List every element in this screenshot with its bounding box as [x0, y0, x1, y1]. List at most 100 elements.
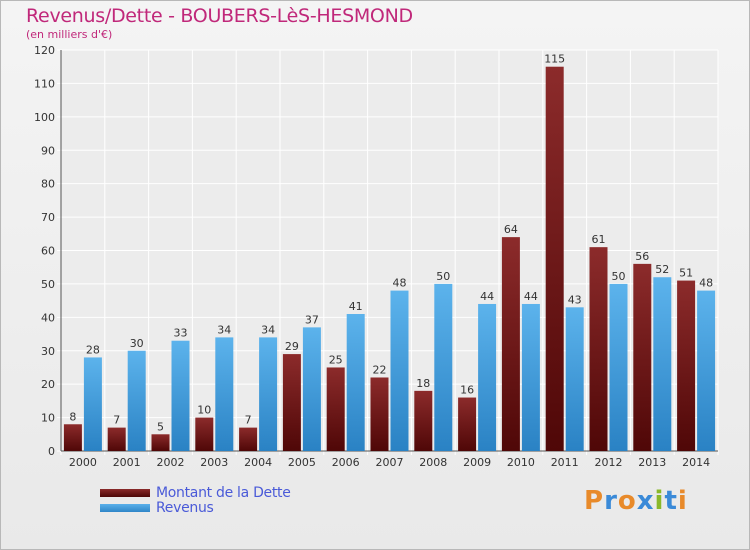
logo-letter: t: [664, 486, 678, 516]
data-label-revenue: 44: [480, 290, 494, 303]
data-label-revenue: 28: [86, 343, 100, 356]
data-label-debt: 18: [416, 377, 430, 390]
bar-debt: [151, 434, 170, 451]
data-label-debt: 16: [460, 384, 474, 397]
x-tick-label: 2012: [595, 456, 623, 469]
x-tick-label: 2002: [157, 456, 185, 469]
bar-debt: [326, 367, 345, 451]
data-label-debt: 29: [285, 340, 299, 353]
bar-debt: [501, 237, 520, 451]
data-label-debt: 5: [157, 420, 164, 433]
x-tick-label: 2003: [200, 456, 228, 469]
x-tick-label: 2000: [69, 456, 97, 469]
bar-debt: [107, 427, 126, 451]
y-tick-label: 50: [41, 278, 55, 291]
data-label-debt: 7: [245, 414, 252, 427]
y-tick-label: 90: [41, 144, 55, 157]
bar-revenue: [565, 307, 584, 451]
data-label-revenue: 48: [699, 277, 713, 290]
bar-revenue: [171, 340, 190, 451]
bar-revenue: [302, 327, 321, 451]
bar-debt: [589, 247, 608, 451]
data-label-revenue: 50: [612, 270, 626, 283]
bar-debt: [195, 417, 214, 451]
data-label-debt: 56: [635, 250, 649, 263]
legend-label-debt: Montant de la Dette: [156, 485, 291, 501]
y-tick-label: 30: [41, 345, 55, 358]
data-label-debt: 115: [544, 53, 565, 66]
bar-revenue: [390, 290, 409, 451]
y-tick-label: 10: [41, 412, 55, 425]
logo-letter: P: [584, 486, 605, 516]
x-tick-label: 2004: [244, 456, 272, 469]
data-label-debt: 61: [592, 233, 606, 246]
data-label-debt: 8: [69, 410, 76, 423]
y-tick-label: 120: [34, 44, 55, 57]
x-tick-label: 2008: [419, 456, 447, 469]
bar-revenue: [127, 350, 146, 451]
y-tick-label: 40: [41, 311, 55, 324]
bar-debt: [677, 280, 696, 451]
bar-debt: [414, 390, 433, 451]
x-tick-label: 2006: [332, 456, 360, 469]
chart-title: Revenus/Dette - BOUBERS-LèS-HESMOND: [26, 5, 413, 27]
bar-debt: [458, 397, 477, 451]
bar-revenue: [215, 337, 234, 451]
logo-letter: r: [604, 486, 618, 516]
data-label-debt: 10: [197, 404, 211, 417]
data-label-revenue: 41: [349, 300, 363, 313]
data-label-revenue: 50: [436, 270, 450, 283]
y-tick-label: 110: [34, 77, 55, 90]
x-tick-label: 2009: [463, 456, 491, 469]
bar-revenue: [697, 290, 716, 451]
x-tick-label: 2014: [682, 456, 710, 469]
x-tick-label: 2010: [507, 456, 535, 469]
y-tick-label: 80: [41, 178, 55, 191]
bar-revenue: [346, 313, 365, 451]
legend-label-revenue: Revenus: [156, 500, 214, 516]
bar-revenue: [478, 303, 497, 451]
logo-letter: i: [654, 486, 665, 516]
data-label-revenue: 30: [130, 337, 144, 350]
y-tick-label: 0: [48, 445, 55, 458]
bar-revenue: [609, 283, 628, 451]
y-tick-label: 60: [41, 245, 55, 258]
x-tick-label: 2005: [288, 456, 316, 469]
bar-debt: [239, 427, 258, 451]
data-label-debt: 64: [504, 223, 518, 236]
chart-subtitle: (en milliers d'€): [26, 28, 113, 41]
x-tick-label: 2011: [551, 456, 579, 469]
bar-debt: [282, 354, 301, 451]
data-label-revenue: 34: [261, 323, 275, 336]
bar-revenue: [521, 303, 540, 451]
data-label-revenue: 44: [524, 290, 538, 303]
bar-debt: [370, 377, 389, 451]
bar-debt: [63, 424, 82, 451]
data-label-revenue: 34: [217, 323, 231, 336]
proxiti-logo: Proxiti: [584, 486, 688, 516]
logo-letter: o: [617, 486, 637, 516]
y-tick-label: 100: [34, 111, 55, 124]
bar-debt: [633, 263, 652, 451]
data-label-revenue: 48: [393, 277, 407, 290]
x-tick-label: 2001: [113, 456, 141, 469]
legend-swatch-revenue: [100, 504, 150, 512]
x-tick-label: 2007: [376, 456, 404, 469]
data-label-debt: 7: [113, 414, 120, 427]
data-label-debt: 51: [679, 267, 693, 280]
data-label-debt: 22: [373, 363, 387, 376]
bar-revenue: [83, 357, 102, 451]
x-tick-label: 2013: [638, 456, 666, 469]
y-tick-label: 20: [41, 378, 55, 391]
y-tick-label: 70: [41, 211, 55, 224]
data-label-revenue: 43: [568, 293, 582, 306]
legend-swatch-debt: [100, 489, 150, 497]
data-label-revenue: 52: [655, 263, 669, 276]
data-label-debt: 25: [329, 353, 343, 366]
bar-revenue: [653, 277, 672, 451]
logo-letter: i: [677, 486, 688, 516]
data-label-revenue: 37: [305, 313, 319, 326]
logo-letter: x: [636, 486, 655, 516]
bar-debt: [545, 66, 564, 451]
